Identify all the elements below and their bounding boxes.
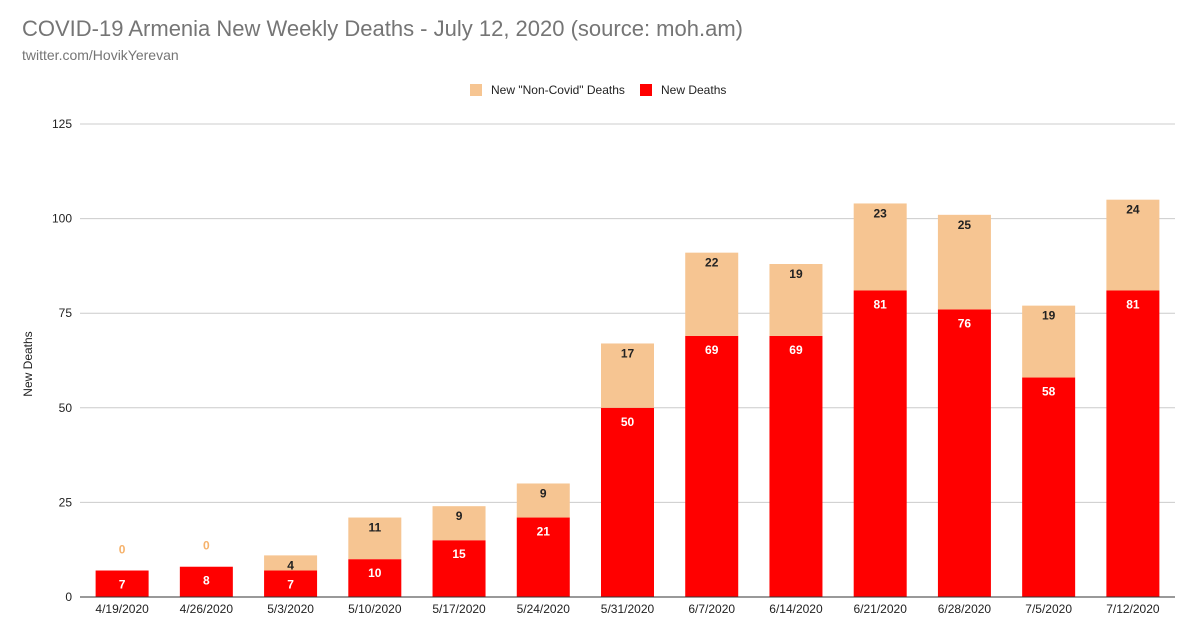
x-tick-label: 5/17/2020 [432, 602, 486, 616]
bar-new-deaths [1022, 378, 1075, 597]
data-label-non-covid-deaths: 25 [958, 218, 972, 232]
x-tick-label: 5/10/2020 [348, 602, 402, 616]
data-label-new-deaths: 10 [368, 566, 382, 580]
x-tick-label: 5/3/2020 [267, 602, 314, 616]
bar-new-deaths [1106, 290, 1159, 597]
x-tick-label: 7/5/2020 [1025, 602, 1072, 616]
data-label-non-covid-deaths: 0 [203, 539, 210, 553]
x-tick-label: 6/21/2020 [853, 602, 907, 616]
y-tick-label: 25 [59, 495, 73, 509]
data-label-new-deaths: 69 [705, 343, 719, 357]
x-tick-label: 6/7/2020 [688, 602, 735, 616]
data-label-non-covid-deaths: 19 [1042, 309, 1056, 323]
y-tick-label: 75 [59, 306, 73, 320]
data-label-non-covid-deaths: 9 [540, 486, 547, 500]
y-tick-label: 0 [65, 590, 72, 604]
y-tick-label: 125 [52, 117, 72, 131]
bar-new-deaths [685, 336, 738, 597]
x-tick-label: 4/26/2020 [180, 602, 234, 616]
data-label-new-deaths: 21 [537, 525, 551, 539]
legend: New "Non-Covid" Deaths New Deaths [470, 83, 726, 97]
legend-label-non-covid: New "Non-Covid" Deaths [491, 83, 625, 97]
data-label-new-deaths: 7 [119, 578, 126, 592]
data-label-non-covid-deaths: 22 [705, 256, 719, 270]
data-label-new-deaths: 81 [1126, 297, 1140, 311]
y-tick-label: 100 [52, 212, 72, 226]
legend-swatch-new-deaths [640, 84, 652, 96]
data-label-non-covid-deaths: 24 [1126, 203, 1140, 217]
data-label-new-deaths: 76 [958, 316, 972, 330]
data-label-non-covid-deaths: 0 [119, 543, 126, 557]
data-label-new-deaths: 81 [874, 297, 888, 311]
legend-label-new-deaths: New Deaths [661, 83, 726, 97]
legend-swatch-non-covid [470, 84, 482, 96]
bar-new-deaths [601, 408, 654, 597]
data-label-new-deaths: 15 [452, 547, 466, 561]
y-tick-label: 50 [59, 401, 73, 415]
bar-new-deaths [769, 336, 822, 597]
data-label-new-deaths: 58 [1042, 385, 1056, 399]
bar-new-deaths [854, 290, 907, 597]
bars [96, 200, 1160, 597]
x-tick-label: 7/12/2020 [1106, 602, 1160, 616]
x-tick-label: 5/31/2020 [601, 602, 655, 616]
data-label-new-deaths: 50 [621, 415, 635, 429]
data-label-new-deaths: 7 [287, 578, 294, 592]
x-tick-label: 4/19/2020 [95, 602, 149, 616]
data-label-non-covid-deaths: 11 [368, 521, 381, 535]
x-tick-label: 6/14/2020 [769, 602, 823, 616]
x-tick-label: 6/28/2020 [938, 602, 992, 616]
data-label-new-deaths: 8 [203, 574, 210, 588]
data-label-non-covid-deaths: 17 [621, 346, 635, 360]
x-tick-label: 5/24/2020 [517, 602, 571, 616]
data-label-non-covid-deaths: 4 [287, 558, 294, 572]
data-label-non-covid-deaths: 19 [789, 267, 803, 281]
y-axis-title: New Deaths [21, 331, 35, 396]
bar-new-deaths [938, 309, 991, 597]
data-label-non-covid-deaths: 23 [874, 206, 888, 220]
data-label-new-deaths: 69 [789, 343, 803, 357]
data-label-non-covid-deaths: 9 [456, 509, 463, 523]
